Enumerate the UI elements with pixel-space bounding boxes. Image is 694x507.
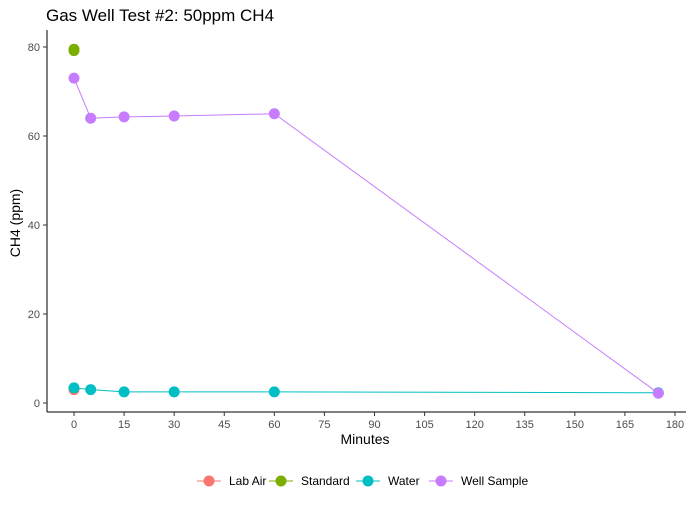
y-tick-label: 20 <box>28 309 40 321</box>
x-tick-label: 45 <box>218 419 230 431</box>
x-tick-label: 75 <box>318 419 330 431</box>
x-tick-label: 120 <box>465 419 483 431</box>
legend-key-lab-air <box>203 475 215 487</box>
x-tick-label: 135 <box>516 419 534 431</box>
chart-marks <box>68 43 664 399</box>
axes: 0 15 30 45 60 75 90 105 120 135 150 165 180 0 20 40 60 80 <box>28 30 686 431</box>
y-tick-label: 40 <box>28 220 40 232</box>
legend: Lab Air Standard Water Well Sample <box>197 474 528 488</box>
x-tick-label: 150 <box>566 419 584 431</box>
x-tick-label: 15 <box>118 419 130 431</box>
x-tick-label: 180 <box>666 419 684 431</box>
point-well-sample <box>68 72 80 84</box>
series-line-water <box>73 387 659 394</box>
point-well-sample <box>268 108 280 120</box>
point-water <box>85 384 97 396</box>
point-standard <box>68 43 80 55</box>
y-tick-label: 80 <box>28 42 40 54</box>
x-tick-label: 165 <box>616 419 634 431</box>
x-tick-label: 90 <box>368 419 380 431</box>
point-water <box>268 386 280 398</box>
chart-title: Gas Well Test #2: 50ppm CH4 <box>46 6 275 25</box>
point-well-sample <box>118 111 130 123</box>
legend-key-well-sample <box>435 475 447 487</box>
legend-label-well-sample: Well Sample <box>461 474 528 488</box>
legend-key-water <box>362 475 374 487</box>
series-line-well-sample <box>73 77 659 394</box>
y-tick-label: 0 <box>34 398 40 410</box>
x-tick-label: 60 <box>268 419 280 431</box>
point-water <box>168 386 180 398</box>
point-well-sample <box>652 387 664 399</box>
x-tick-label: 30 <box>168 419 180 431</box>
legend-key-standard <box>275 475 287 487</box>
y-tick-label: 60 <box>28 131 40 143</box>
y-axis-title: CH4 (ppm) <box>7 189 23 257</box>
legend-label-water: Water <box>388 474 420 488</box>
x-axis-title: Minutes <box>340 431 389 447</box>
point-well-sample <box>168 110 180 122</box>
x-tick-label: 0 <box>71 419 77 431</box>
point-water <box>118 386 130 398</box>
point-well-sample <box>85 112 97 124</box>
x-tick-label: 105 <box>415 419 433 431</box>
legend-label-lab-air: Lab Air <box>229 474 266 488</box>
point-water <box>68 382 80 394</box>
legend-label-standard: Standard <box>301 474 350 488</box>
